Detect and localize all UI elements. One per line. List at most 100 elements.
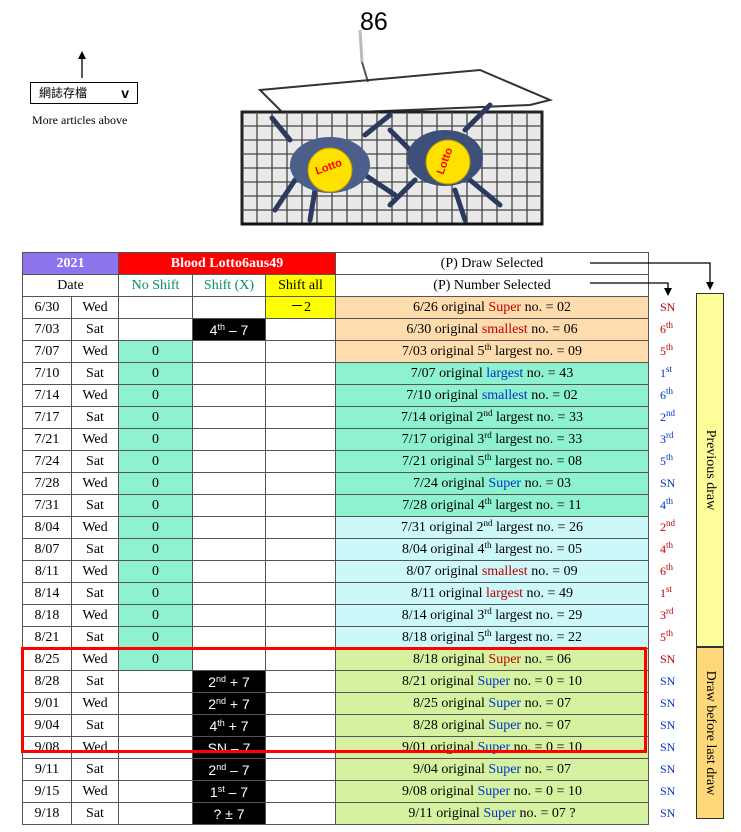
page-number: 86 — [360, 8, 388, 36]
row-no-shift: 0 — [118, 538, 193, 561]
arrowhead-icon — [664, 288, 672, 296]
row-day: Wed — [71, 516, 119, 539]
desc-rank: largest — [495, 497, 533, 513]
desc-suffix: no. = 07 ? — [515, 805, 576, 821]
row-shift-all — [265, 604, 336, 627]
arrowhead-icon — [706, 282, 714, 290]
row-date: 8/21 — [22, 626, 72, 649]
row-no-shift: 0 — [118, 384, 193, 407]
row-day: Sat — [71, 802, 119, 825]
desc-rank: Super — [488, 761, 522, 777]
row-no-shift: 0 — [118, 494, 193, 517]
row-date: 7/17 — [22, 406, 72, 429]
row-description: 7/07 original largest no. = 43 — [335, 362, 649, 385]
row-description: 8/25 original Super no. = 07 — [335, 692, 649, 715]
row-no-shift: 0 — [118, 362, 193, 385]
desc-rank: largest — [494, 541, 533, 557]
row-shift-all: －2 — [265, 296, 336, 319]
desc-rank: Super — [488, 475, 522, 491]
table-row: 7/28 Wed 0 7/24 original Super no. = 03 — [22, 472, 649, 495]
desc-suffix: no. = 07 — [521, 761, 571, 777]
row-shift-x: 2nd + 7 — [192, 670, 266, 693]
row-day: Sat — [71, 450, 119, 473]
rank-tag: SN — [660, 696, 676, 710]
rank-tag: SN — [660, 784, 676, 798]
rank-tag: 1st — [660, 584, 673, 601]
row-shift-x — [192, 450, 266, 473]
table-row: 7/31 Sat 0 7/28 original 4th largest no. = … — [22, 494, 649, 517]
rank-tag: 2nd — [660, 408, 675, 425]
row-date: 8/18 — [22, 604, 72, 627]
row-description: 9/11 original Super no. = 07 ? — [335, 802, 649, 825]
desc-suffix: no. = 09 — [532, 343, 582, 359]
row-date: 7/31 — [22, 494, 72, 517]
row-day: Sat — [71, 582, 119, 605]
more-articles-link[interactable]: More articles above — [32, 113, 128, 127]
shift-all-header: Shift all — [265, 274, 336, 297]
row-description: 7/24 original Super no. = 03 — [335, 472, 649, 495]
desc-suffix: no. = 02 — [521, 299, 571, 315]
desc-suffix: no. = 26 — [533, 519, 583, 535]
previous-draw-label: Previous draw — [703, 429, 718, 511]
archive-dropdown[interactable]: 網誌存檔 v — [30, 82, 138, 104]
row-description: 7/21 original 5th largest no. = 08 — [335, 450, 649, 473]
desc-rank: Super — [488, 299, 522, 315]
row-date: 9/15 — [22, 780, 72, 803]
row-date: 9/11 — [22, 758, 72, 781]
rank-tag: SN — [660, 806, 676, 820]
row-description: 8/21 original Super no. = 0 = 10 — [335, 670, 649, 693]
table-row: 8/07 Sat 0 8/04 original 4th largest no. = … — [22, 538, 649, 561]
row-day: Wed — [71, 780, 119, 803]
row-day: Wed — [71, 296, 119, 319]
desc-rank: largest — [494, 453, 533, 469]
draw-before-last-label: Draw before last draw — [703, 670, 718, 796]
archive-label: 網誌存檔 — [39, 86, 88, 100]
row-no-shift: 0 — [118, 406, 193, 429]
row-day: Sat — [71, 406, 119, 429]
row-description: 7/10 original smallest no. = 02 — [335, 384, 649, 407]
row-no-shift: 0 — [118, 340, 193, 363]
row-shift-x — [192, 626, 266, 649]
row-shift-all — [265, 318, 336, 341]
desc-suffix: no. = 33 — [532, 431, 583, 447]
row-day: Wed — [71, 428, 119, 451]
rank-tag: 5th — [660, 452, 674, 469]
desc-prefix: 8/18 original 5th — [402, 627, 492, 645]
table-row: 8/28 Sat 2nd + 7 8/21 original Super no. = … — [22, 670, 649, 693]
desc-rank: largest — [495, 431, 533, 447]
pointer-arrows — [590, 262, 714, 296]
number-selected-arrow-icon — [590, 282, 669, 290]
row-shift-x — [192, 472, 266, 495]
row-description: 7/03 original 5th largest no. = 09 — [335, 340, 649, 363]
row-date: 8/28 — [22, 670, 72, 693]
row-shift-x — [192, 582, 266, 605]
row-shift-x: 4th + 7 — [192, 714, 266, 737]
row-shift-all — [265, 340, 336, 363]
row-description: 9/04 original Super no. = 07 — [335, 758, 649, 781]
chevron-down-icon: v — [121, 85, 129, 101]
desc-suffix: no. = 49 — [523, 585, 573, 601]
desc-suffix: no. = 03 — [521, 475, 571, 491]
row-no-shift — [118, 780, 193, 803]
draw-before-last-label-box: Draw before last draw — [696, 647, 724, 819]
row-shift-x: 1st – 7 — [192, 780, 266, 803]
row-description: 7/14 original 2nd largest no. = 33 — [335, 406, 649, 429]
row-no-shift: 0 — [118, 516, 193, 539]
no-shift-header: No Shift — [118, 274, 193, 297]
row-description: 7/17 original 3rd largest no. = 33 — [335, 428, 649, 451]
desc-prefix: 7/03 original 5th — [402, 341, 492, 359]
desc-prefix: 7/28 original 4th — [402, 495, 492, 513]
table-row: 9/18 Sat ? ± 7 9/11 original Super no. = 07… — [22, 802, 649, 825]
row-description: 8/11 original largest no. = 49 — [335, 582, 649, 605]
row-day: Wed — [71, 604, 119, 627]
row-no-shift — [118, 802, 193, 825]
row-shift-all — [265, 626, 336, 649]
desc-prefix: 6/30 original — [406, 321, 482, 337]
row-day: Sat — [71, 626, 119, 649]
desc-suffix: no. = 05 — [532, 541, 582, 557]
desc-rank: Super — [488, 695, 522, 711]
rank-tag: SN — [660, 674, 676, 688]
row-shift-all — [265, 406, 336, 429]
row-no-shift: 0 — [118, 560, 193, 583]
row-shift-x — [192, 516, 266, 539]
